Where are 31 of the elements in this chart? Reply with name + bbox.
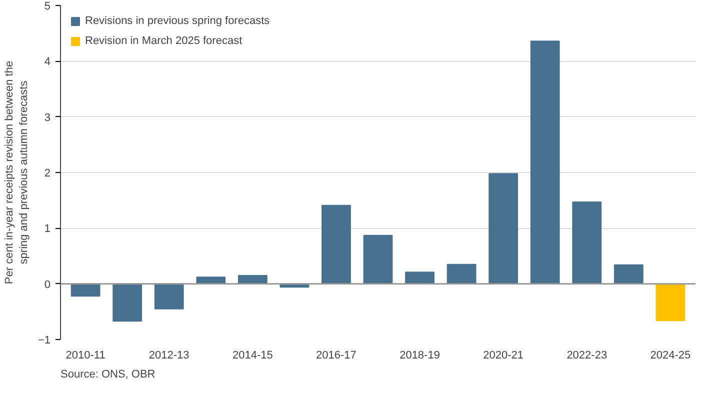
bar — [322, 204, 351, 284]
bar — [446, 264, 476, 284]
y-tick-label: 4 — [44, 56, 51, 68]
legend-label: Revision in March 2025 forecast — [85, 35, 242, 47]
bar — [112, 283, 142, 322]
bar — [70, 283, 100, 297]
bar — [572, 202, 602, 284]
bar — [614, 264, 644, 284]
bar — [405, 272, 434, 284]
y-axis-title: Per cent in-year receipts revision between the spring and previous autumn forecasts — [4, 60, 30, 284]
x-tick-label: 2022-23 — [566, 350, 608, 362]
bar — [530, 40, 560, 284]
y-tick-label: 2 — [44, 168, 51, 180]
x-tick-label: 2014-15 — [232, 350, 273, 362]
x-tick-label: 2012-13 — [148, 350, 190, 362]
bar — [363, 234, 393, 284]
bar — [154, 283, 184, 310]
y-tick-label: 5 — [44, 0, 51, 12]
x-tick-label: 2016-17 — [316, 350, 356, 362]
y-tick-label: −1 — [38, 334, 51, 346]
y-tick-label: 3 — [44, 112, 51, 124]
x-tick-label: 2024-25 — [650, 350, 691, 362]
legend-label: Revisions in previous spring forecasts — [85, 15, 270, 27]
x-tick-label: 2010-11 — [66, 350, 106, 362]
y-tick-label: 1 — [44, 223, 51, 236]
y-tick-label: 0 — [44, 278, 51, 291]
bar — [656, 283, 686, 322]
x-tick-label: 2018-19 — [400, 350, 440, 362]
x-tick-label: 2020-21 — [483, 350, 524, 362]
bar — [488, 173, 518, 284]
source-note: Source: ONS, OBR — [60, 368, 156, 380]
